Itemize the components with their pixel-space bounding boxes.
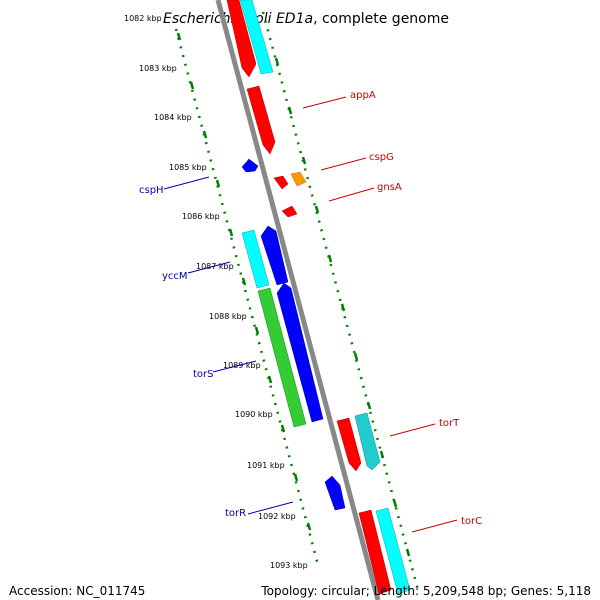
tick-label: 1093 kbp xyxy=(270,561,308,570)
gene-cyan-torC xyxy=(375,507,411,595)
map-title: Escherichia coli ED1a, complete genome xyxy=(163,11,449,27)
gene-cyan-torT xyxy=(354,412,381,471)
gene-blue-torR xyxy=(324,475,346,511)
gene-cyan xyxy=(239,0,274,75)
gene-orange-cspG xyxy=(290,171,307,187)
tick-label: 1084 kbp xyxy=(154,113,192,122)
ruler-right-major-ticks xyxy=(274,57,411,557)
topology-text: Topology: circular; Length: 5,209,548 bp… xyxy=(261,584,591,598)
ruler-tick-labels: 1082 kbp 1083 kbp 1084 kbp 1085 kbp 1086… xyxy=(124,14,308,570)
gene-cyan-yccM xyxy=(241,229,270,289)
tick-label: 1082 kbp xyxy=(124,14,162,23)
gene-blue-long xyxy=(276,282,324,423)
gene-label-torR: torR xyxy=(225,508,246,519)
tick-label: 1086 kbp xyxy=(182,212,220,221)
gene-blue xyxy=(260,225,289,286)
gene-blue-cspH xyxy=(241,158,259,173)
tick-label: 1087 kbp xyxy=(196,262,234,271)
gene-red-torC xyxy=(358,509,392,595)
tick-label: 1091 kbp xyxy=(247,461,285,470)
genome-backbone xyxy=(215,0,381,600)
gene-label-cspG: cspG xyxy=(369,152,394,163)
tick-label: 1083 kbp xyxy=(139,64,177,73)
gene-label-torT: torT xyxy=(439,418,460,429)
tick-label: 1089 kbp xyxy=(223,361,261,370)
tick-label: 1085 kbp xyxy=(169,163,207,172)
genes-reverse-strand xyxy=(226,0,392,595)
gene-label-yccM: yccM xyxy=(162,271,188,282)
tick-label: 1088 kbp xyxy=(209,312,247,321)
gene-label-cspH: cspH xyxy=(139,185,164,196)
tick-label: 1092 kbp xyxy=(258,512,296,521)
gene-red-torT xyxy=(336,417,362,472)
gene-red-gnsA xyxy=(281,205,298,218)
ruler-left-major-ticks xyxy=(176,32,312,531)
title-suffix: , complete genome xyxy=(313,11,449,27)
gene-labels-right: appA cspG gnsA torT torC xyxy=(302,90,482,533)
gene-label-torC: torC xyxy=(461,516,482,527)
gene-label-torS: torS xyxy=(193,369,214,380)
genes-forward-strand xyxy=(239,0,411,595)
gene-red xyxy=(226,0,257,78)
gene-label-gnsA: gnsA xyxy=(377,182,402,193)
gene-red-appA xyxy=(246,85,276,155)
accession-text: Accession: NC_011745 xyxy=(9,584,146,598)
gene-label-appA: appA xyxy=(350,90,376,101)
gene-labels-left: cspH yccM torS torR xyxy=(139,176,294,519)
gene-red-small xyxy=(273,175,289,190)
gene-green-torS xyxy=(257,287,307,428)
tick-label: 1090 kbp xyxy=(235,410,273,419)
